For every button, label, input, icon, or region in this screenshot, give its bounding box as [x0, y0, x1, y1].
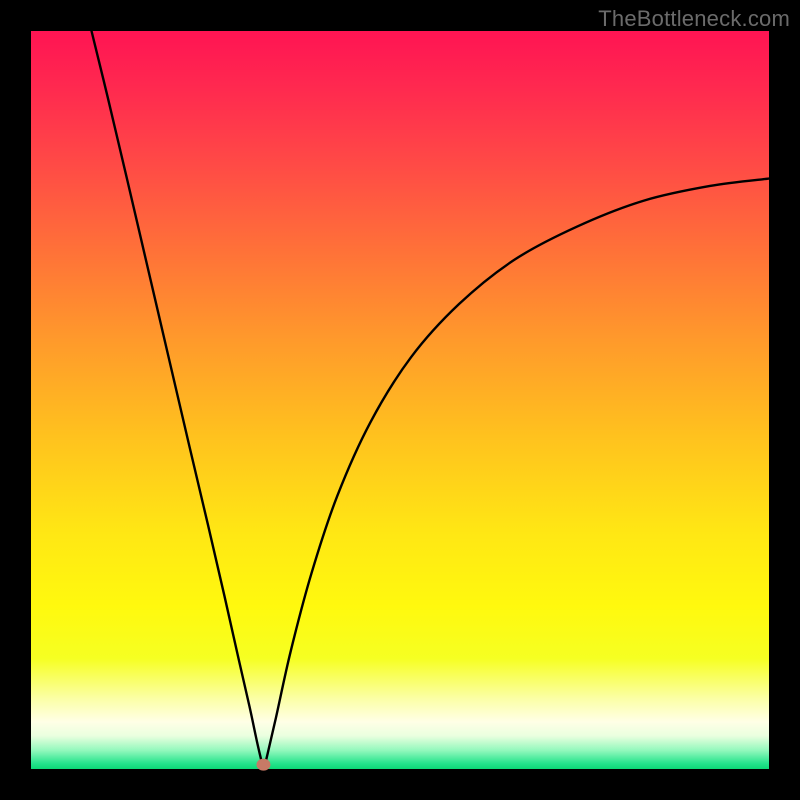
- minimum-marker: [256, 759, 270, 771]
- chart-svg: [0, 0, 800, 800]
- watermark-text: TheBottleneck.com: [598, 6, 790, 32]
- gradient-panel: [31, 31, 769, 769]
- chart-stage: TheBottleneck.com: [0, 0, 800, 800]
